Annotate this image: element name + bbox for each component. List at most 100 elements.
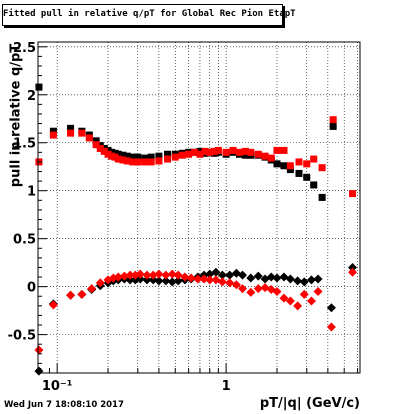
data-point [293,276,303,286]
data-point [67,129,75,137]
data-point [142,270,152,280]
timestamp-footer: Wed Jun 7 18:08:10 2017 [4,400,124,410]
data-point [87,284,97,294]
data-point [273,146,281,154]
data-point [272,286,282,296]
chart-title: Fitted pull in relative q/pT for Global … [3,9,296,19]
data-point [113,272,123,282]
data-point [104,146,112,154]
data-point [225,270,235,280]
y-axis-label: pull in relative q/pT [8,43,24,188]
data-point [222,148,230,156]
data-point [349,190,357,198]
data-point [303,173,311,181]
y-tick-label: 1 [27,185,36,200]
data-point [155,152,163,160]
data-point [211,267,221,277]
data-point [125,270,135,280]
data-point [326,303,336,313]
data-point [237,284,247,294]
data-point [286,166,294,174]
data-point [123,157,131,165]
data-point [141,158,149,166]
data-point [217,270,227,280]
data-point [303,160,311,168]
data-point [214,146,222,154]
data-point [119,151,127,159]
data-point [253,271,263,281]
data-point [48,300,58,310]
data-point [254,150,262,158]
y-tick-label: 2.5 [13,41,36,56]
y-tick-label: 0 [27,281,36,296]
data-point [246,287,256,297]
data-point [119,156,127,164]
data-point [285,274,295,284]
data-point [241,147,249,155]
plot-frame [37,41,361,374]
data-point [147,158,155,166]
data-point [241,151,249,159]
data-point [329,122,337,130]
data-point [279,293,289,303]
data-point [66,290,76,300]
data-point [217,277,227,287]
data-point [164,155,172,163]
data-point [237,270,247,280]
data-point [85,134,93,142]
data-point [191,148,199,156]
data-point [306,275,316,285]
data-point [119,271,129,281]
data-point [178,151,186,159]
data-point [236,148,244,156]
data-point [205,275,215,285]
data-point [280,162,288,170]
data-point [142,275,152,285]
data-point [253,284,263,294]
data-point [348,262,358,272]
data-point [285,296,295,306]
data-point [77,289,87,299]
data-point [34,345,44,355]
data-point [210,147,218,155]
title-box: Fitted pull in relative q/pT for Global … [2,4,296,26]
data-point [129,158,137,166]
data-point [92,137,100,145]
data-point [306,296,316,306]
data-point [114,155,122,163]
data-point [273,160,281,168]
data-point [161,270,171,280]
data-point [266,272,276,282]
y-tick-label: 0.5 [13,233,36,248]
y-tick-label: -0.5 [8,329,36,344]
data-point [141,154,149,162]
data-point [348,267,358,277]
data-point [313,274,323,284]
data-point [35,83,43,91]
data-point [185,150,193,158]
grid-lines [38,42,360,373]
data-point [201,147,209,155]
data-series [34,83,358,376]
data-point [49,131,57,139]
data-point [123,152,131,160]
data-point [318,193,326,201]
data-point [299,277,309,287]
data-point [104,150,112,158]
data-point [229,146,237,154]
data-point [155,157,163,165]
data-point [272,273,282,283]
data-point [173,270,183,280]
data-point [246,273,256,283]
data-point [286,162,294,170]
data-point [161,276,171,286]
data-point [267,154,275,162]
data-point [231,280,241,290]
axes: -0.5 0 0.5 1 1.5 2 2.5 10⁻¹ 1 [8,41,359,394]
data-point [326,322,336,332]
data-point [313,286,323,296]
data-point [164,150,172,158]
data-point [280,146,288,154]
data-point [180,272,190,282]
data-point [129,153,137,161]
